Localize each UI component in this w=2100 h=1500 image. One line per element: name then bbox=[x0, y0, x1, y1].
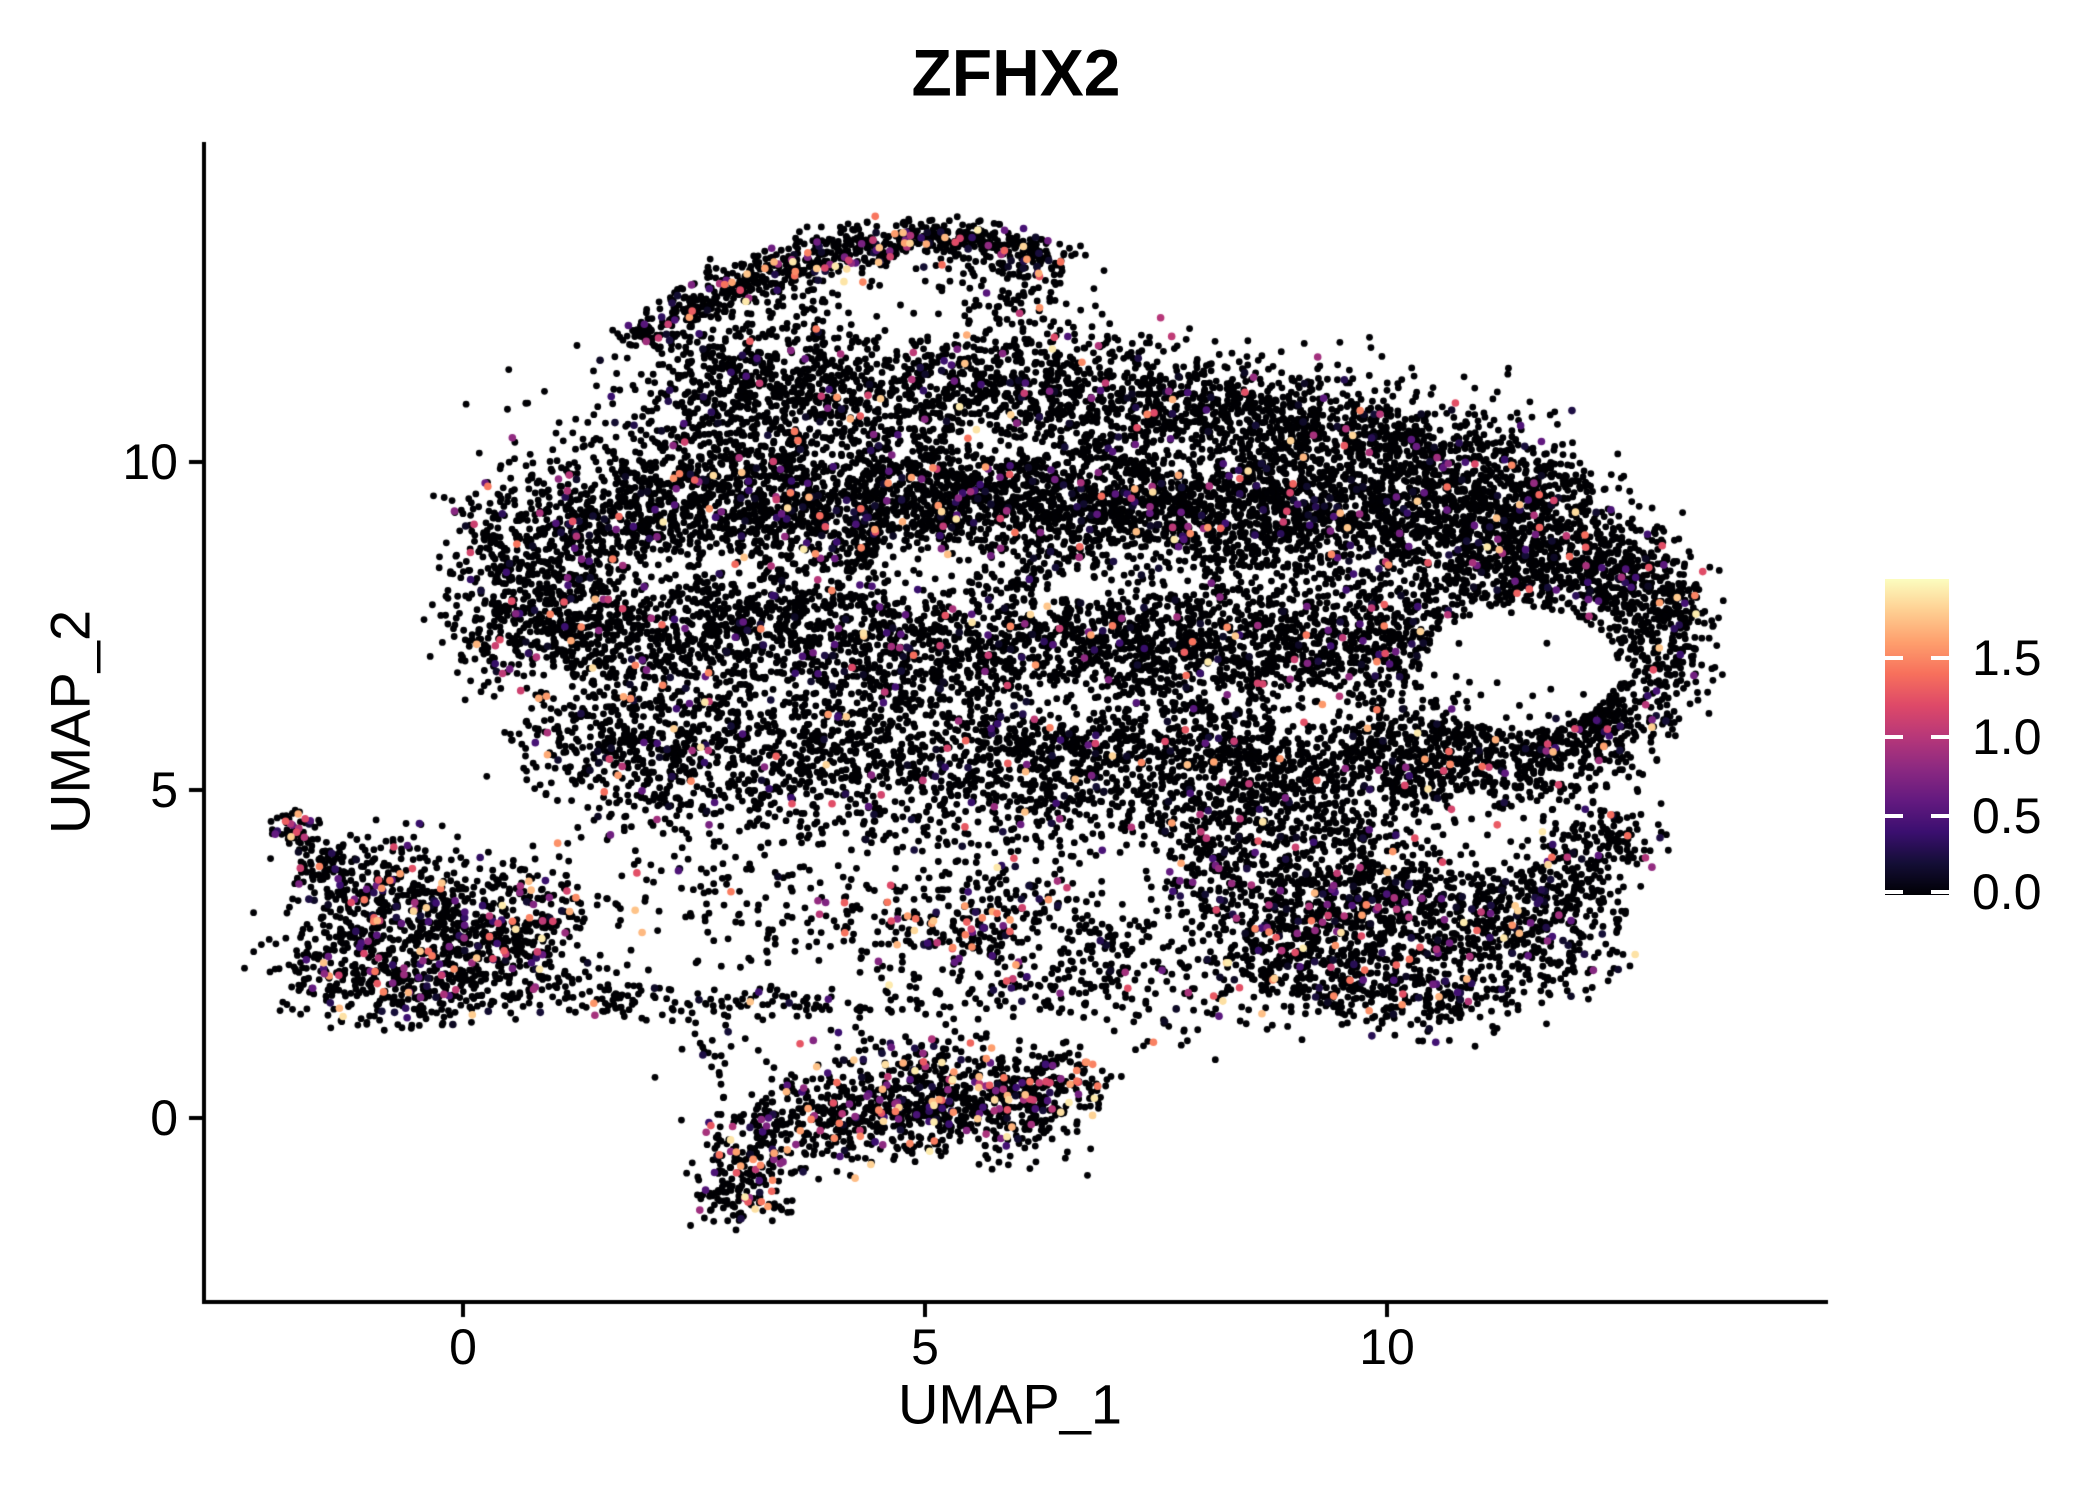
colorbar-tick bbox=[1931, 735, 1949, 739]
colorbar-tick-label: 0.5 bbox=[1972, 788, 2042, 844]
colorbar-tick bbox=[1885, 814, 1903, 818]
colorbar-tick bbox=[1931, 890, 1949, 894]
colorbar-tick bbox=[1885, 656, 1903, 660]
colorbar-tick bbox=[1931, 656, 1949, 660]
colorbar-tick-label: 1.0 bbox=[1972, 709, 2042, 765]
colorbar-tick bbox=[1885, 735, 1903, 739]
colorbar-tick bbox=[1885, 890, 1903, 894]
x-axis-title: UMAP_1 bbox=[897, 1372, 1123, 1436]
colorbar-tick-label: 0.0 bbox=[1972, 864, 2042, 920]
plot-title: ZFHX2 bbox=[911, 35, 1121, 110]
x-tick-label: 5 bbox=[911, 1319, 939, 1375]
colorbar-tick bbox=[1931, 814, 1949, 818]
y-tick-label: 0 bbox=[150, 1090, 178, 1146]
y-tick-label: 5 bbox=[150, 762, 178, 818]
x-tick-label: 10 bbox=[1359, 1319, 1415, 1375]
x-tick-label: 0 bbox=[449, 1319, 477, 1375]
y-tick-label: 10 bbox=[122, 434, 178, 490]
colorbar-tick-label: 1.5 bbox=[1972, 630, 2042, 686]
